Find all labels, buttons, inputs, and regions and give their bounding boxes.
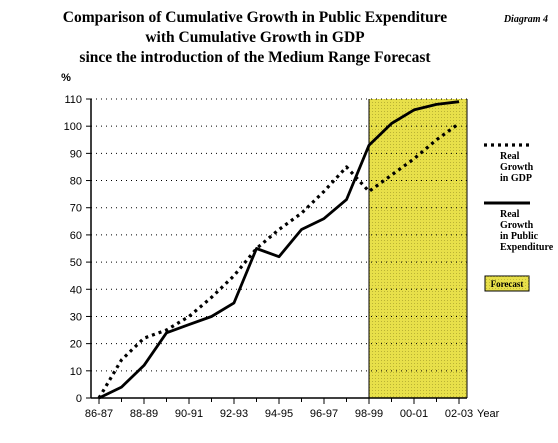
legend-label-expenditure: Expenditure xyxy=(500,242,554,253)
legend-swatch-forecast-texture xyxy=(485,276,529,291)
x-tick-label: 86-87 xyxy=(85,408,113,420)
y-tick-label: 40 xyxy=(70,284,82,296)
legend-label-expenditure: in Public xyxy=(500,231,539,242)
y-tick-label: 100 xyxy=(64,121,82,133)
x-tick-label: 92-93 xyxy=(220,408,248,420)
x-tick-label: 02-03 xyxy=(445,408,473,420)
y-tick-label: 20 xyxy=(70,339,82,351)
series-line-expenditure xyxy=(98,100,460,400)
legend-label-expenditure: Growth xyxy=(500,220,534,231)
y-tick-label: 80 xyxy=(70,176,82,188)
x-tick-label: 96-97 xyxy=(310,408,338,420)
title-line-2: with Cumulative Growth in GDP xyxy=(145,29,365,46)
x-axis-label: Year xyxy=(477,408,500,420)
forecast-texture xyxy=(369,99,467,398)
title-line-1: Comparison of Cumulative Growth in Publi… xyxy=(62,9,448,26)
legend-label-gdp: in GDP xyxy=(500,173,532,184)
legend-label-expenditure: Real xyxy=(500,209,520,220)
x-tick-label: 90-91 xyxy=(175,408,203,420)
y-tick-label: 0 xyxy=(76,393,82,405)
y-tick-label: 70 xyxy=(70,203,82,215)
y-tick-label: 50 xyxy=(70,257,82,269)
series-line-gdp xyxy=(97,122,460,399)
y-tick-label: 60 xyxy=(70,230,82,242)
x-tick-label: 00-01 xyxy=(400,408,428,420)
x-tick-label: 98-99 xyxy=(355,408,383,420)
title-line-3: since the introduction of the Medium Ran… xyxy=(79,49,431,66)
diagram-label: Diagram 4 xyxy=(503,14,548,25)
x-tick-label: 88-89 xyxy=(130,408,158,420)
y-tick-label: 110 xyxy=(64,94,82,106)
x-tick-label: 94-95 xyxy=(265,408,293,420)
legend-label-gdp: Growth xyxy=(500,162,534,173)
chart-title: Comparison of Cumulative Growth in Publi… xyxy=(40,8,470,68)
y-tick-label: 30 xyxy=(70,311,82,323)
y-tick-label: 90 xyxy=(70,148,82,160)
y-tick-label: 10 xyxy=(70,366,82,378)
y-axis-label: % xyxy=(61,72,71,84)
legend-label-forecast: Forecast xyxy=(491,279,524,289)
legend-label-gdp: Real xyxy=(500,151,520,162)
